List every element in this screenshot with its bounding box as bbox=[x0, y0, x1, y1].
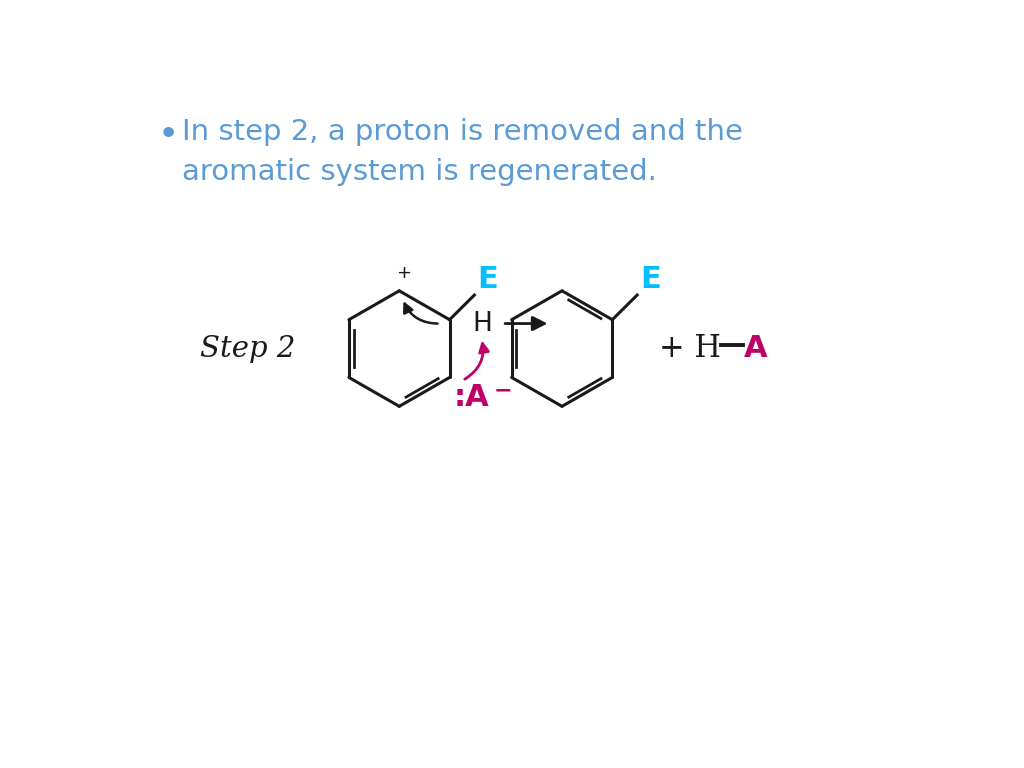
Text: E: E bbox=[477, 264, 499, 293]
Text: E: E bbox=[640, 264, 660, 293]
Text: +: + bbox=[395, 263, 411, 282]
Text: •: • bbox=[158, 118, 179, 151]
FancyArrowPatch shape bbox=[404, 303, 437, 323]
Text: H: H bbox=[473, 310, 493, 336]
Text: + H: + H bbox=[658, 333, 721, 364]
Text: :A: :A bbox=[454, 382, 489, 412]
FancyArrowPatch shape bbox=[465, 343, 488, 379]
Text: A: A bbox=[744, 334, 768, 363]
Text: −: − bbox=[494, 380, 512, 401]
Text: Step 2: Step 2 bbox=[201, 335, 296, 362]
Text: In step 2, a proton is removed and the: In step 2, a proton is removed and the bbox=[182, 118, 743, 146]
Text: aromatic system is regenerated.: aromatic system is regenerated. bbox=[182, 158, 657, 187]
